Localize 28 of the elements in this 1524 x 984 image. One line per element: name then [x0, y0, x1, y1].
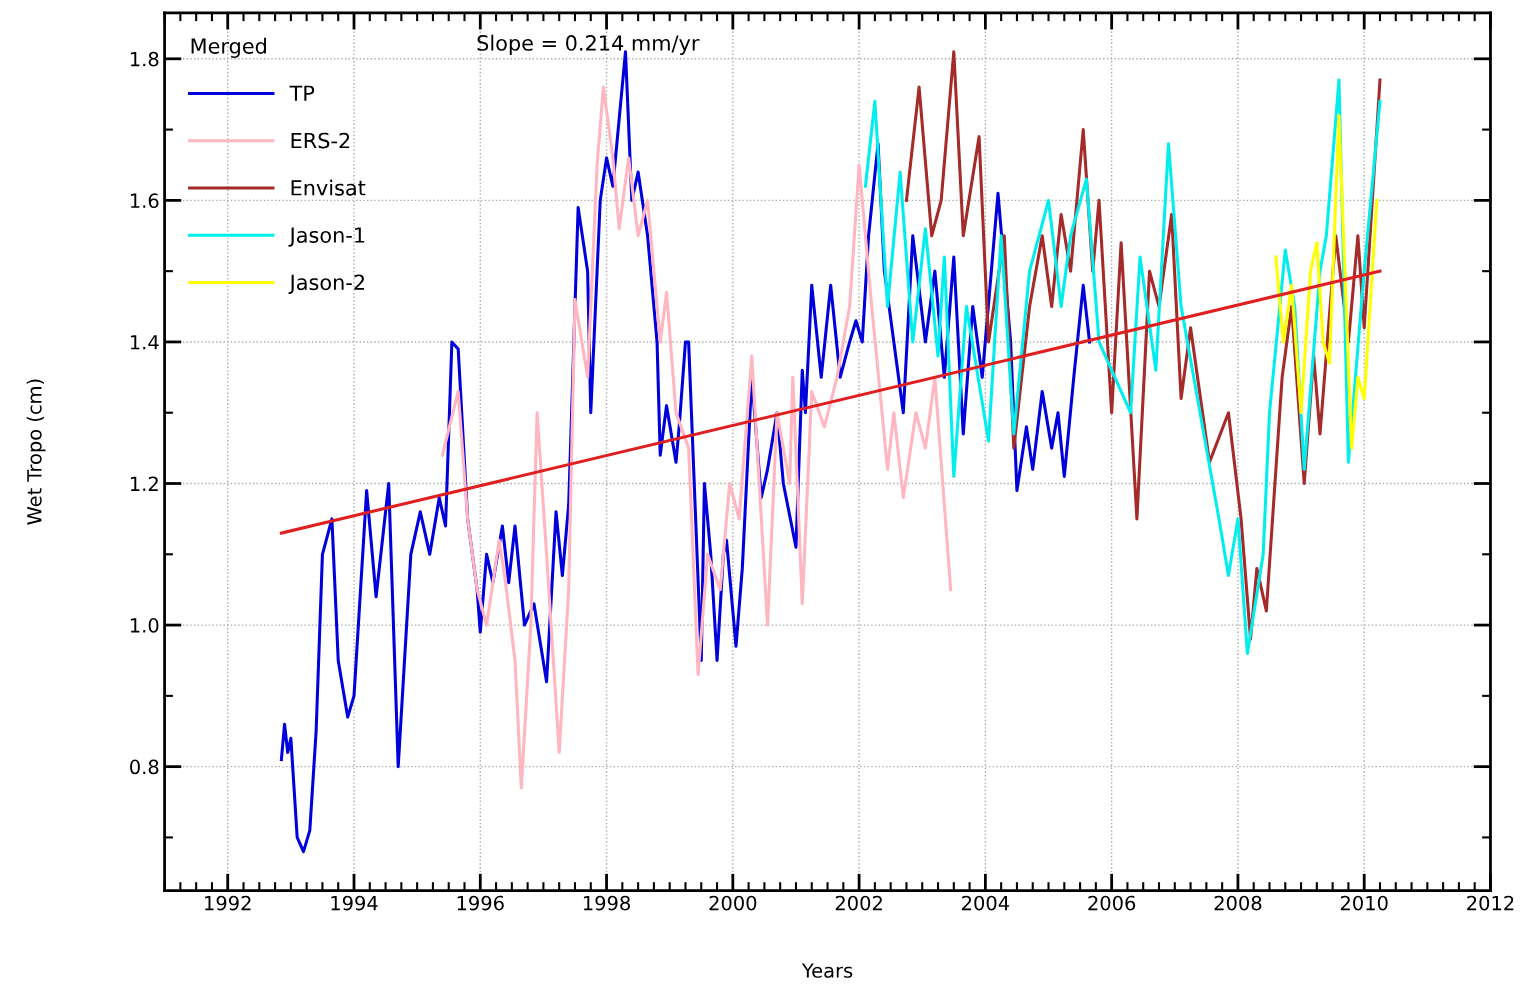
x-tick-label: 2000 — [709, 895, 757, 911]
line-series — [440, 85, 953, 790]
legend-label: TP — [289, 85, 315, 101]
legend-label: ERS-2 — [291, 132, 350, 149]
x-tick-label: 1994 — [331, 895, 378, 911]
y-tick-label: 1.4 — [130, 335, 159, 350]
x-tick-label: 2008 — [1214, 895, 1262, 911]
y-tick-label: 1.8 — [130, 51, 159, 67]
x-tick-label: 2012 — [1467, 895, 1514, 911]
x-tick-label: 2010 — [1340, 895, 1388, 911]
legend-label: Jason-1 — [288, 227, 365, 247]
y-axis-title: Wet Tropo (cm) — [26, 379, 46, 525]
x-tick-label: 1992 — [205, 895, 251, 911]
x-axis-title: Years — [801, 963, 853, 978]
legend-title: Merged — [191, 37, 266, 58]
x-tick-label: 1998 — [583, 895, 630, 911]
x-tick-label: 2002 — [835, 895, 882, 911]
legend-label: Jason-2 — [288, 274, 364, 295]
annotation: Slope = 0.214 mm/yr — [477, 34, 700, 55]
legend-label: Envisat — [291, 179, 366, 196]
x-tick-label: 2006 — [1088, 895, 1136, 911]
y-tick-label: 1.2 — [130, 476, 158, 491]
x-tick-label: 1996 — [457, 895, 504, 911]
x-tick-label: 2004 — [962, 895, 1010, 911]
line-series — [1274, 113, 1379, 450]
y-tick-label: 1.0 — [130, 618, 159, 633]
y-tick-label: 0.8 — [130, 759, 159, 775]
y-tick-label: 1.6 — [130, 193, 159, 209]
